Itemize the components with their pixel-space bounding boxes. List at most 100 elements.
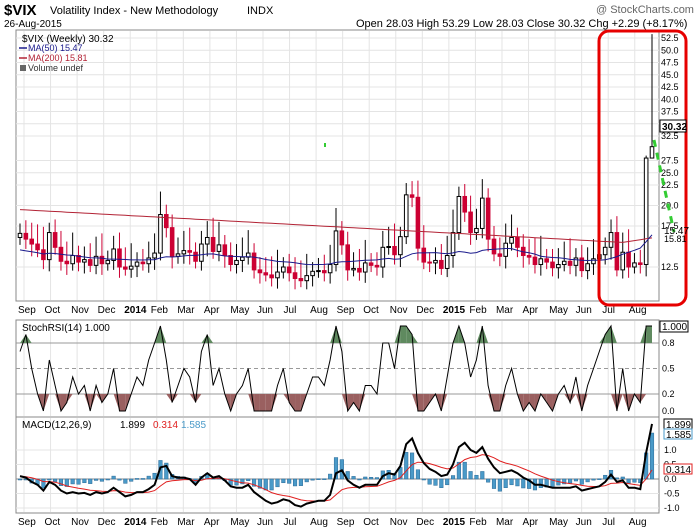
last-price-tag: 30.32 <box>662 122 687 133</box>
candle-body <box>286 266 292 274</box>
stoch-oversold-fill <box>640 394 647 403</box>
macd-histogram-bar <box>649 432 655 480</box>
stoch-value-tag: 1.000 <box>662 322 687 333</box>
macd-histogram-bar <box>47 478 52 481</box>
candle-body <box>140 261 146 265</box>
macd-label: MACD(12,26,9) <box>22 420 91 431</box>
candle-body <box>579 257 585 272</box>
candle-body <box>64 260 70 265</box>
month-label-top: Sep <box>337 305 355 316</box>
candle-body <box>550 261 555 269</box>
green-arrow-line <box>652 139 676 233</box>
month-label-top: Nov <box>390 305 408 316</box>
macd-histogram-bar <box>88 478 93 484</box>
stoch-oversold-fill <box>529 394 535 411</box>
candle-body <box>222 244 228 257</box>
candle-body <box>234 259 239 266</box>
candle-body <box>561 260 567 266</box>
candle-body <box>632 262 637 268</box>
candle-body <box>608 232 614 248</box>
macd-histogram-bar <box>527 478 532 489</box>
month-label-top: Oct <box>45 305 61 316</box>
stoch-oversold-fill <box>265 394 272 411</box>
stoch-oversold-fill <box>289 394 296 411</box>
candle-body <box>187 250 193 253</box>
candle-body <box>392 246 397 256</box>
stoch-oversold-fill <box>353 394 360 411</box>
macd-histogram-bar <box>287 478 292 484</box>
candle-body <box>649 146 655 159</box>
month-label-bottom: Jul <box>602 517 615 528</box>
candle-body <box>17 232 23 238</box>
stoch-oversold-fill <box>494 394 500 411</box>
candle-body <box>444 255 450 269</box>
month-label-top: Jun <box>576 305 592 316</box>
price-tick-label: 32.5 <box>661 131 679 141</box>
macd-histogram-bar <box>509 478 514 486</box>
price-tick-label: 45.0 <box>661 70 679 80</box>
macd-histogram-bar <box>462 461 467 480</box>
candle-body <box>409 194 415 198</box>
price-tick-label: 37.5 <box>661 107 679 117</box>
candle-body <box>398 236 403 256</box>
macd-histogram-bar <box>41 478 46 489</box>
macd-histogram-bar <box>351 476 356 480</box>
macd-histogram-bar <box>99 478 104 482</box>
macd-histogram-bar <box>298 478 303 486</box>
macd-histogram-bar <box>240 478 245 485</box>
macd-histogram-bar <box>456 461 461 480</box>
month-label-top: Oct <box>363 305 379 316</box>
stoch-overbought-fill <box>20 334 26 343</box>
price-tick-label: 47.5 <box>661 58 679 68</box>
month-label-top: Nov <box>71 305 89 316</box>
macd-histogram-bar <box>252 478 257 487</box>
candle-body <box>111 248 116 261</box>
stoch-overbought-fill <box>605 326 612 343</box>
candle-body <box>269 274 274 279</box>
legend-volume: Volume undef <box>28 63 84 73</box>
stoch-oversold-fill <box>417 394 424 411</box>
month-label-bottom: Dec <box>416 517 434 528</box>
month-label-bottom: Jun <box>576 517 592 528</box>
macd-histogram-bar <box>316 478 321 480</box>
macd-histogram-bar <box>603 474 608 480</box>
month-label-bottom: Feb <box>151 517 169 528</box>
macd-histogram-bar <box>140 478 145 480</box>
stoch-overbought-fill <box>476 326 483 343</box>
month-label-bottom: Mar <box>496 517 514 528</box>
macd-histogram-bar <box>134 478 140 480</box>
macd-signal-line <box>19 454 653 502</box>
candle-body <box>415 196 421 249</box>
candle-body <box>573 257 579 266</box>
macd-histogram-bar <box>53 478 58 482</box>
macd-histogram-bar <box>445 478 450 486</box>
macd-histogram-bar <box>474 474 479 480</box>
macd-histogram-bar <box>620 476 625 480</box>
candle-body <box>216 244 222 252</box>
macd-histogram-bar <box>632 478 637 483</box>
stochrsi-layer <box>16 324 659 413</box>
candle-body <box>602 246 608 256</box>
macd-histogram-bar <box>333 457 339 480</box>
macd-histogram-bar <box>17 478 23 481</box>
price-tick-label: 25.0 <box>661 168 679 178</box>
macd-value-2: 0.314 <box>153 420 178 431</box>
candle-body <box>158 214 163 254</box>
candle-body <box>450 232 456 257</box>
candle-body <box>292 272 298 280</box>
stoch-oversold-fill <box>499 394 506 411</box>
candle-body <box>181 250 187 255</box>
candle-body <box>544 258 549 263</box>
candle-body <box>456 195 462 234</box>
macd-histogram-bar <box>275 478 280 488</box>
macd-histogram-bar <box>597 478 602 480</box>
stoch-overbought-fill <box>611 326 617 343</box>
macd-tick-label: -0.5 <box>664 489 680 499</box>
macd-histogram-bar <box>94 478 99 481</box>
macd-histogram-bar <box>328 473 333 480</box>
candle-body <box>146 257 152 265</box>
macd-histogram-bar <box>503 478 508 488</box>
stoch-oversold-fill <box>254 394 260 411</box>
month-label-bottom: Apr <box>204 517 220 528</box>
stoch-overbought-fill <box>599 334 606 343</box>
